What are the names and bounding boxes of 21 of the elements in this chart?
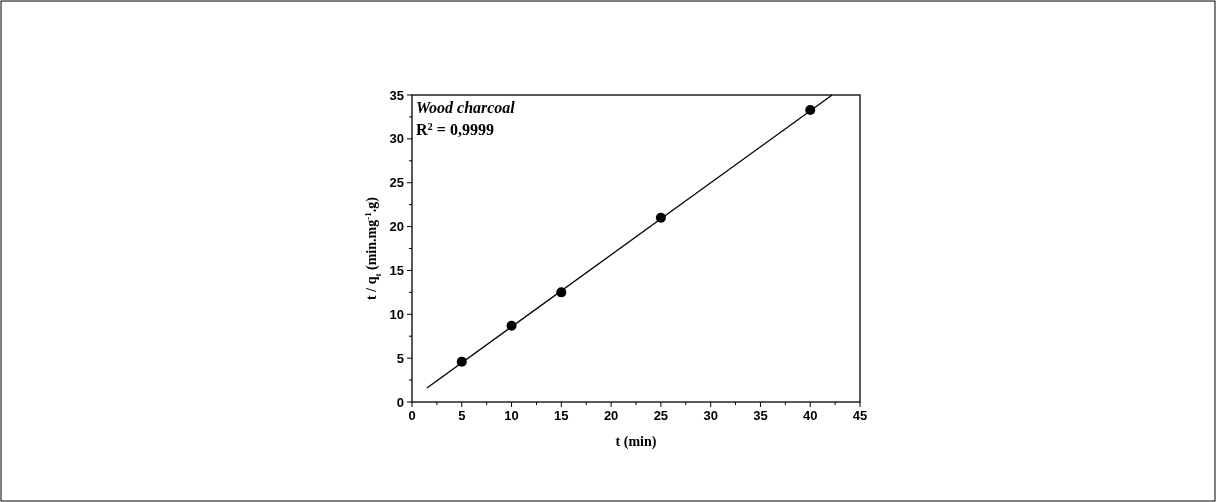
x-tick-label: 30 (703, 408, 718, 423)
y-tick-label: 30 (389, 131, 404, 147)
x-tick-label: 25 (653, 408, 669, 423)
annotation: Wood charcoal (416, 99, 516, 116)
x-tick-label: 0 (408, 408, 416, 423)
x-axis-title: t (min) (615, 434, 657, 450)
x-tick-label: 40 (802, 408, 818, 423)
x-tick-label: 20 (603, 408, 619, 423)
x-tick-label: 45 (852, 408, 868, 423)
x-tick-label: 35 (753, 408, 768, 423)
annotation: R$^{2}$ = 0,9999 (416, 120, 494, 138)
x-tick-label: 5 (458, 408, 466, 423)
y-tick-label: 15 (389, 262, 404, 278)
y-tick-label: 20 (389, 219, 404, 235)
x-tick-label: 10 (504, 408, 519, 423)
y-tick-label: 35 (389, 87, 404, 103)
y-tick-label: 10 (389, 306, 404, 322)
y-tick-label: 25 (389, 175, 404, 191)
y-tick-label: 0 (396, 394, 404, 410)
y-tick-label: 5 (396, 350, 404, 366)
x-tick-label: 15 (554, 408, 569, 423)
